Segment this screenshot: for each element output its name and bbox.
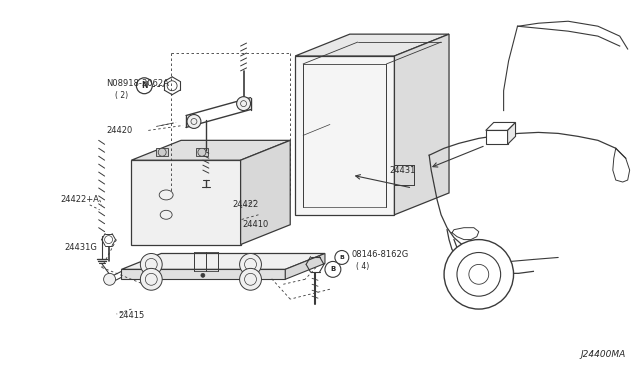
Polygon shape <box>131 140 290 160</box>
Text: 24431: 24431 <box>390 166 416 174</box>
Polygon shape <box>131 160 241 244</box>
Polygon shape <box>285 253 325 279</box>
Polygon shape <box>196 148 208 156</box>
Circle shape <box>244 273 257 285</box>
Polygon shape <box>486 131 508 144</box>
Text: 24415: 24415 <box>118 311 145 320</box>
Circle shape <box>140 253 162 275</box>
Text: J24400MA: J24400MA <box>580 350 626 359</box>
Circle shape <box>158 148 166 156</box>
Circle shape <box>325 262 341 277</box>
Circle shape <box>241 101 246 107</box>
Circle shape <box>136 78 152 94</box>
Polygon shape <box>394 34 449 215</box>
Text: 24431G: 24431G <box>64 243 97 252</box>
Ellipse shape <box>159 190 173 200</box>
Circle shape <box>457 253 500 296</box>
Text: B: B <box>339 255 344 260</box>
Text: B: B <box>339 255 344 260</box>
Polygon shape <box>508 122 516 144</box>
Circle shape <box>201 273 205 277</box>
Ellipse shape <box>453 253 471 262</box>
Circle shape <box>335 250 349 264</box>
Circle shape <box>191 119 197 125</box>
Circle shape <box>145 259 157 270</box>
Circle shape <box>239 268 262 290</box>
Text: ( 2): ( 2) <box>115 91 127 100</box>
Circle shape <box>198 148 206 156</box>
Circle shape <box>145 273 157 285</box>
Text: 24422+A: 24422+A <box>60 195 99 204</box>
Polygon shape <box>122 253 325 269</box>
Circle shape <box>187 115 201 128</box>
Circle shape <box>104 273 116 285</box>
Polygon shape <box>295 34 449 56</box>
Polygon shape <box>486 122 516 131</box>
Circle shape <box>444 240 513 309</box>
Circle shape <box>469 264 489 284</box>
Text: 08146-8162G: 08146-8162G <box>352 250 409 259</box>
Text: 24422: 24422 <box>233 201 259 209</box>
Polygon shape <box>156 148 168 156</box>
Polygon shape <box>241 140 290 244</box>
Text: ( 4): ( 4) <box>356 262 369 271</box>
Circle shape <box>239 253 262 275</box>
Circle shape <box>244 259 257 270</box>
Text: 24420: 24420 <box>107 126 133 135</box>
Circle shape <box>237 97 250 110</box>
Ellipse shape <box>160 210 172 219</box>
Circle shape <box>140 268 162 290</box>
Text: N08918-3062A: N08918-3062A <box>107 79 170 88</box>
Polygon shape <box>295 56 394 215</box>
Text: 24410: 24410 <box>243 220 269 229</box>
Polygon shape <box>122 269 285 279</box>
Text: N: N <box>141 81 148 90</box>
Text: B: B <box>330 266 335 272</box>
